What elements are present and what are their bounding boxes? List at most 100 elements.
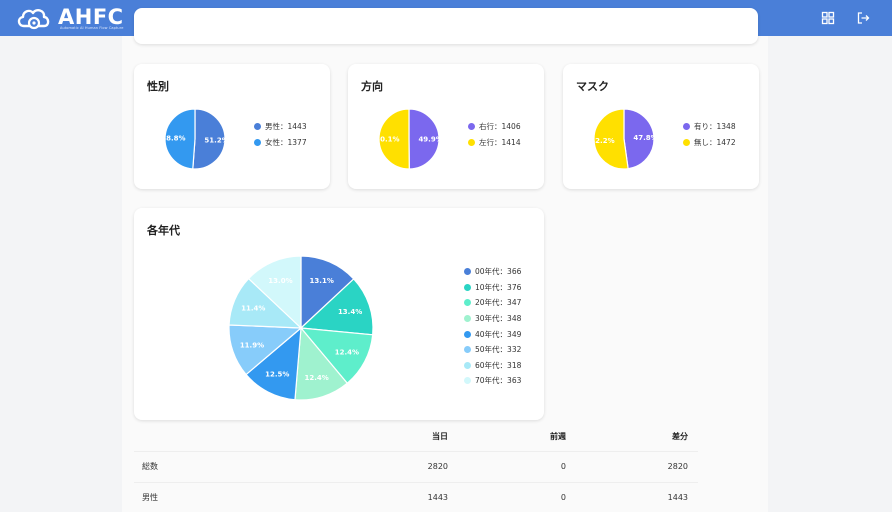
legend-item-00s[interactable]: 00年代：366 [464,264,521,280]
table-row: 男性 1443 0 1443 [134,483,698,512]
cloud-camera-icon [17,9,50,30]
legend-item-female[interactable]: 女性：1377 [254,135,307,151]
age-pie-chart: 13.1% 13.4% 12.4% 12.4% 12.5% 11.9% 11.4% 13.0% [228,255,374,401]
grid-icon[interactable] [821,11,835,25]
pie-slice-label-0: 51.2% [204,136,228,144]
legend-item-left[interactable]: 左行：1414 [468,135,521,151]
mask-card-title: マスク [576,80,609,93]
gender-card: 性別 51.2% 48.8% 男性：1443 女性：1377 [134,64,330,189]
pie-slice-label-2: 12.4% [335,349,359,357]
cell-last-week: 0 [560,462,566,471]
pie-slice-1[interactable] [299,278,374,336]
legend-dot [464,315,471,323]
header-last-week: 前週 [550,432,566,441]
pie-slice-1[interactable] [593,108,629,170]
pie-slice-label-3: 12.4% [304,374,328,382]
mask-pie-chart: 47.8% 52.2% [590,108,658,170]
legend-item-male[interactable]: 男性：1443 [254,119,307,135]
legend-label: 70年代：363 [475,376,522,386]
age-card-title: 各年代 [147,224,180,237]
row-label: 総数 [142,462,158,471]
legend-item-right[interactable]: 右行：1406 [468,119,521,135]
app-logo[interactable]: AHFC Automatic AI Human Flow Capture [16,4,123,32]
header-diff: 差分 [672,432,688,441]
pie-slice-0[interactable] [623,108,655,170]
pie-slice-0[interactable] [192,108,226,170]
pie-slice-label-0: 49.9% [418,135,442,143]
legend-label: 00年代：366 [475,267,522,277]
summary-card-top [134,8,758,44]
legend-dot [683,138,690,146]
pie-slice-label-0: 13.1% [310,277,334,285]
cell-last-week: 0 [560,493,566,502]
legend-dot [464,330,471,338]
legend-dot [468,138,475,146]
pie-slice-label-0: 47.8% [633,134,657,142]
legend-label: 男性：1443 [265,122,307,132]
legend-dot [464,346,471,354]
legend-item-10s[interactable]: 10年代：376 [464,280,521,296]
direction-legend: 右行：1406 左行：1414 [468,119,521,150]
legend-item-mask-yes[interactable]: 有り：1348 [683,119,736,135]
legend-label: 50年代：332 [475,345,522,355]
pie-slice-label-7: 13.0% [268,277,292,285]
legend-dot [464,377,471,385]
legend-item-20s[interactable]: 20年代：347 [464,295,521,311]
legend-label: 右行：1406 [479,122,521,132]
cell-diff: 1443 [667,493,688,502]
age-legend: 00年代：366 10年代：376 20年代：347 30年代：348 40年代… [464,264,521,389]
header-today: 当日 [432,432,448,441]
legend-dot [468,123,475,131]
direction-card-title: 方向 [361,80,383,93]
age-card: 各年代 13.1% 13.4% 12.4% 12.4% 12.5% 11.9% 11.4% 1… [134,208,544,420]
legend-item-30s[interactable]: 30年代：348 [464,311,521,327]
pie-slice-label-1: 52.2% [590,137,614,145]
cell-today: 2820 [427,462,448,471]
legend-label: 40年代：349 [475,329,522,339]
logo-text: AHFC [58,5,124,29]
legend-label: 左行：1414 [479,137,521,147]
legend-dot [254,123,261,131]
legend-label: 30年代：348 [475,314,522,324]
gender-pie-chart: 51.2% 48.8% [161,108,229,170]
legend-label: 有り：1348 [694,122,736,132]
legend-item-70s[interactable]: 70年代：363 [464,373,521,389]
table-row: 総数 2820 0 2820 [134,452,698,483]
legend-dot [254,138,261,146]
cell-today: 1443 [427,493,448,502]
legend-dot [464,299,471,307]
pie-slice-1[interactable] [378,108,410,170]
pie-slice-1[interactable] [164,108,196,170]
direction-pie-chart: 49.9% 50.1% [375,108,443,170]
direction-card: 方向 49.9% 50.1% 右行：1406 左行：1414 [348,64,544,189]
row-label: 男性 [142,493,158,502]
legend-item-40s[interactable]: 40年代：349 [464,326,521,342]
legend-label: 女性：1377 [265,137,307,147]
pie-slice-7[interactable] [247,255,302,330]
pie-slice-0[interactable] [408,108,440,170]
legend-label: 無し：1472 [694,137,736,147]
mask-card: マスク 47.8% 52.2% 有り：1348 無し：1472 [563,64,759,189]
table-header-row: 当日 前週 差分 [134,422,698,452]
mask-legend: 有り：1348 無し：1472 [683,119,736,150]
cell-diff: 2820 [667,462,688,471]
pie-slice-label-6: 11.4% [241,304,265,312]
legend-label: 60年代：318 [475,360,522,370]
pie-slice-label-1: 50.1% [375,136,399,144]
pie-slice-label-5: 11.9% [240,341,264,349]
legend-dot [464,268,471,276]
legend-dot [464,283,471,291]
logo-subtitle: Automatic AI Human Flow Capture [60,26,124,30]
pie-slice-label-1: 13.4% [338,308,362,316]
legend-item-50s[interactable]: 50年代：332 [464,342,521,358]
pie-slice-0[interactable] [300,255,355,330]
legend-dot [683,123,690,131]
logout-icon[interactable] [856,11,870,25]
legend-dot [464,361,471,369]
gender-card-title: 性別 [147,80,169,93]
comparison-table: 当日 前週 差分 総数 2820 0 2820 男性 1443 0 1443 [134,422,698,512]
legend-item-60s[interactable]: 60年代：318 [464,358,521,374]
legend-label: 10年代：376 [475,282,522,292]
legend-item-mask-no[interactable]: 無し：1472 [683,135,736,151]
pie-slice-label-4: 12.5% [265,371,289,379]
